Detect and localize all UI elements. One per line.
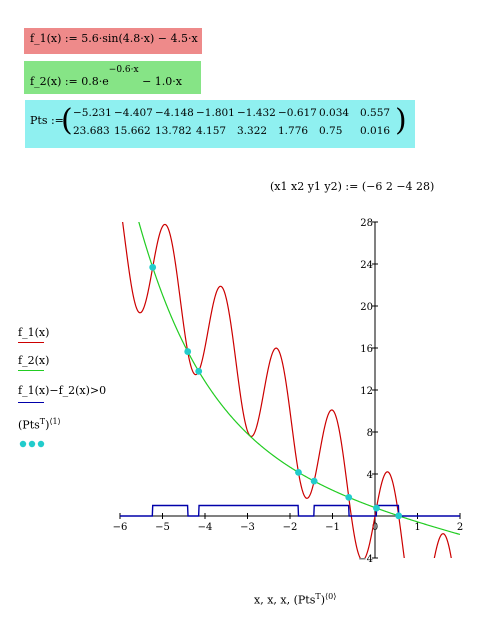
pts-definition[interactable]: Pts := ( −5.231 −4.407 −4.148 −1.801 −1.… bbox=[25, 100, 415, 148]
x-tick-label: −1 bbox=[325, 522, 340, 533]
range-definition[interactable]: (x1 x2 y1 y2) := (−6 2 −4 28) bbox=[270, 180, 434, 193]
matrix-cell: 13.782 bbox=[155, 125, 192, 137]
legend-f1-label[interactable]: f_1(x) bbox=[18, 326, 50, 339]
y-tick-label: 20 bbox=[360, 302, 373, 313]
matrix-cell: 0.75 bbox=[319, 125, 343, 137]
matrix-cell: 23.683 bbox=[73, 125, 110, 137]
matrix-right-paren: ) bbox=[395, 103, 407, 138]
x-tick-label: 2 bbox=[457, 522, 463, 533]
matrix-cell: 3.322 bbox=[237, 125, 268, 137]
matrix-cell: −5.231 bbox=[73, 107, 112, 119]
pts-marker bbox=[373, 504, 380, 512]
legend-f2-swatch bbox=[18, 370, 44, 371]
f2-curve bbox=[138, 222, 460, 536]
matrix-cell: −1.432 bbox=[237, 107, 276, 119]
x-axis-label: x, x, x, (PtsT)⟨0⟩ bbox=[254, 592, 337, 607]
pts-marker bbox=[149, 263, 157, 271]
x-tick-label: −3 bbox=[240, 522, 255, 533]
diff-step-curve bbox=[120, 504, 460, 517]
legend-pts-swatch bbox=[19, 440, 45, 448]
x-tick-label: −4 bbox=[198, 522, 213, 533]
legend-diff-label[interactable]: f_1(x)−f_2(x)>0 bbox=[18, 384, 107, 397]
matrix-cell: 4.157 bbox=[196, 125, 227, 137]
x-tick-label: −2 bbox=[283, 522, 298, 533]
matrix-left-paren: ( bbox=[61, 103, 73, 138]
f1-definition-text: f_1(x) := 5.6·sin(4.8·x) − 4.5·x bbox=[30, 32, 198, 45]
legend-pts-text: (Pts bbox=[18, 418, 40, 432]
y-tick-label: 28 bbox=[360, 218, 373, 229]
x-tick-label: −5 bbox=[155, 522, 170, 533]
pts-marker bbox=[310, 477, 318, 485]
y-tick-label: 4 bbox=[367, 470, 373, 481]
f1-curve bbox=[122, 222, 452, 558]
f1-definition[interactable]: f_1(x) := 5.6·sin(4.8·x) − 4.5·x bbox=[24, 28, 202, 54]
pts-marker bbox=[195, 367, 203, 375]
legend-pts-sup: T bbox=[39, 417, 46, 426]
x-axis-label-index: ⟨0⟩ bbox=[325, 592, 337, 601]
f2-definition-tail: − 1.0·x bbox=[142, 74, 182, 88]
matrix-cell: 0.034 bbox=[319, 107, 350, 119]
x-axis-label-text: x, x, x, (Pts bbox=[254, 593, 316, 607]
y-tick-label: 24 bbox=[360, 260, 373, 271]
range-definition-lhs: (x1 x2 y1 y2) bbox=[270, 180, 342, 193]
pts-marker bbox=[184, 348, 192, 355]
matrix-row-1: −5.231 −4.407 −4.148 −1.801 −1.432 −0.61… bbox=[73, 106, 401, 120]
matrix-cell: −4.148 bbox=[155, 107, 194, 119]
matrix-cell: 0.557 bbox=[360, 107, 391, 119]
pts-label: Pts := bbox=[30, 114, 64, 127]
matrix-cell: −1.801 bbox=[196, 107, 235, 119]
x-axis-label-sup: T bbox=[315, 592, 321, 601]
f2-definition[interactable]: f_2(x) := 0.8·e−0.6·x − 1.0·x bbox=[24, 61, 201, 94]
x-tick-label: −6 bbox=[113, 522, 128, 533]
x-tick-label: 0 bbox=[372, 522, 378, 533]
pts-marker bbox=[345, 493, 353, 501]
y-tick-label: 12 bbox=[360, 386, 373, 397]
matrix-cell: 1.776 bbox=[278, 125, 309, 137]
matrix-cell: 15.662 bbox=[114, 125, 151, 137]
plot-axes bbox=[120, 222, 460, 558]
range-definition-rhs: := (−6 2 −4 28) bbox=[345, 180, 435, 193]
matrix-cell: 0.016 bbox=[360, 125, 391, 137]
plot-curves bbox=[120, 222, 460, 558]
pts-marker bbox=[395, 512, 403, 520]
plot-points bbox=[149, 263, 403, 520]
y-tick-label: 16 bbox=[360, 344, 373, 355]
f2-definition-main: f_2(x) := 0.8·e bbox=[30, 74, 109, 88]
legend-pts-index: ⟨1⟩ bbox=[49, 417, 61, 426]
legend-pts-label[interactable]: (PtsT)⟨1⟩ bbox=[18, 417, 61, 432]
matrix-cell: −0.617 bbox=[278, 107, 317, 119]
matrix-row-2: 23.683 15.662 13.782 4.157 3.322 1.776 0… bbox=[73, 124, 401, 138]
y-tick-label: 8 bbox=[367, 428, 373, 439]
legend-f1-swatch bbox=[18, 342, 44, 343]
matrix-cell: −4.407 bbox=[114, 107, 153, 119]
legend-f2-label[interactable]: f_2(x) bbox=[18, 354, 50, 367]
pts-marker bbox=[295, 468, 302, 476]
legend-diff-swatch bbox=[18, 402, 44, 403]
f2-definition-exponent: −0.6·x bbox=[108, 65, 139, 75]
y-tick-label: −4 bbox=[358, 554, 373, 565]
x-tick-label: 1 bbox=[414, 522, 420, 533]
